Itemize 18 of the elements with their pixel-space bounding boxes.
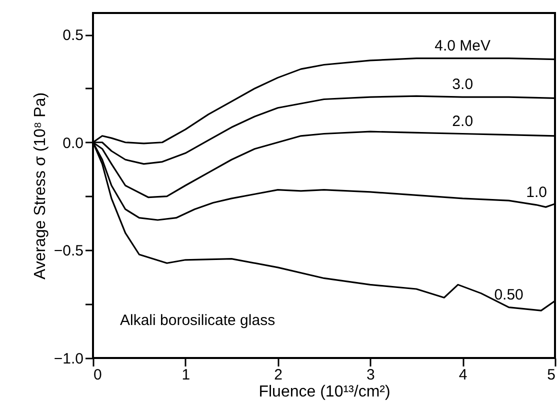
- y-tick-label: −0.5: [54, 242, 84, 260]
- x-tick-label: 1: [182, 366, 190, 384]
- x-tick-label: 0: [94, 366, 102, 384]
- annotation: Alkali borosilicate glass: [120, 312, 276, 329]
- y-tick-label: −1.0: [54, 350, 84, 368]
- series-label: 2.0: [452, 112, 474, 130]
- x-tick-label: 4: [458, 366, 468, 384]
- x-tick-label: 2: [274, 366, 282, 384]
- y-axis-title: Average Stress σ (10⁸ Pa): [32, 92, 49, 280]
- series-label: 4.0 MeV: [434, 37, 491, 54]
- series-label: 1.0: [526, 184, 547, 201]
- x-tick-label: 3: [366, 366, 375, 384]
- x-tick-label: 5: [547, 366, 556, 384]
- y-tick-label: 0.5: [62, 27, 84, 44]
- y-tick-label: 0.0: [62, 134, 84, 152]
- series-label: 0.50: [494, 286, 524, 304]
- series-label: 3.0: [452, 76, 474, 94]
- x-axis-title: Fluence (10¹³/cm²): [258, 384, 390, 400]
